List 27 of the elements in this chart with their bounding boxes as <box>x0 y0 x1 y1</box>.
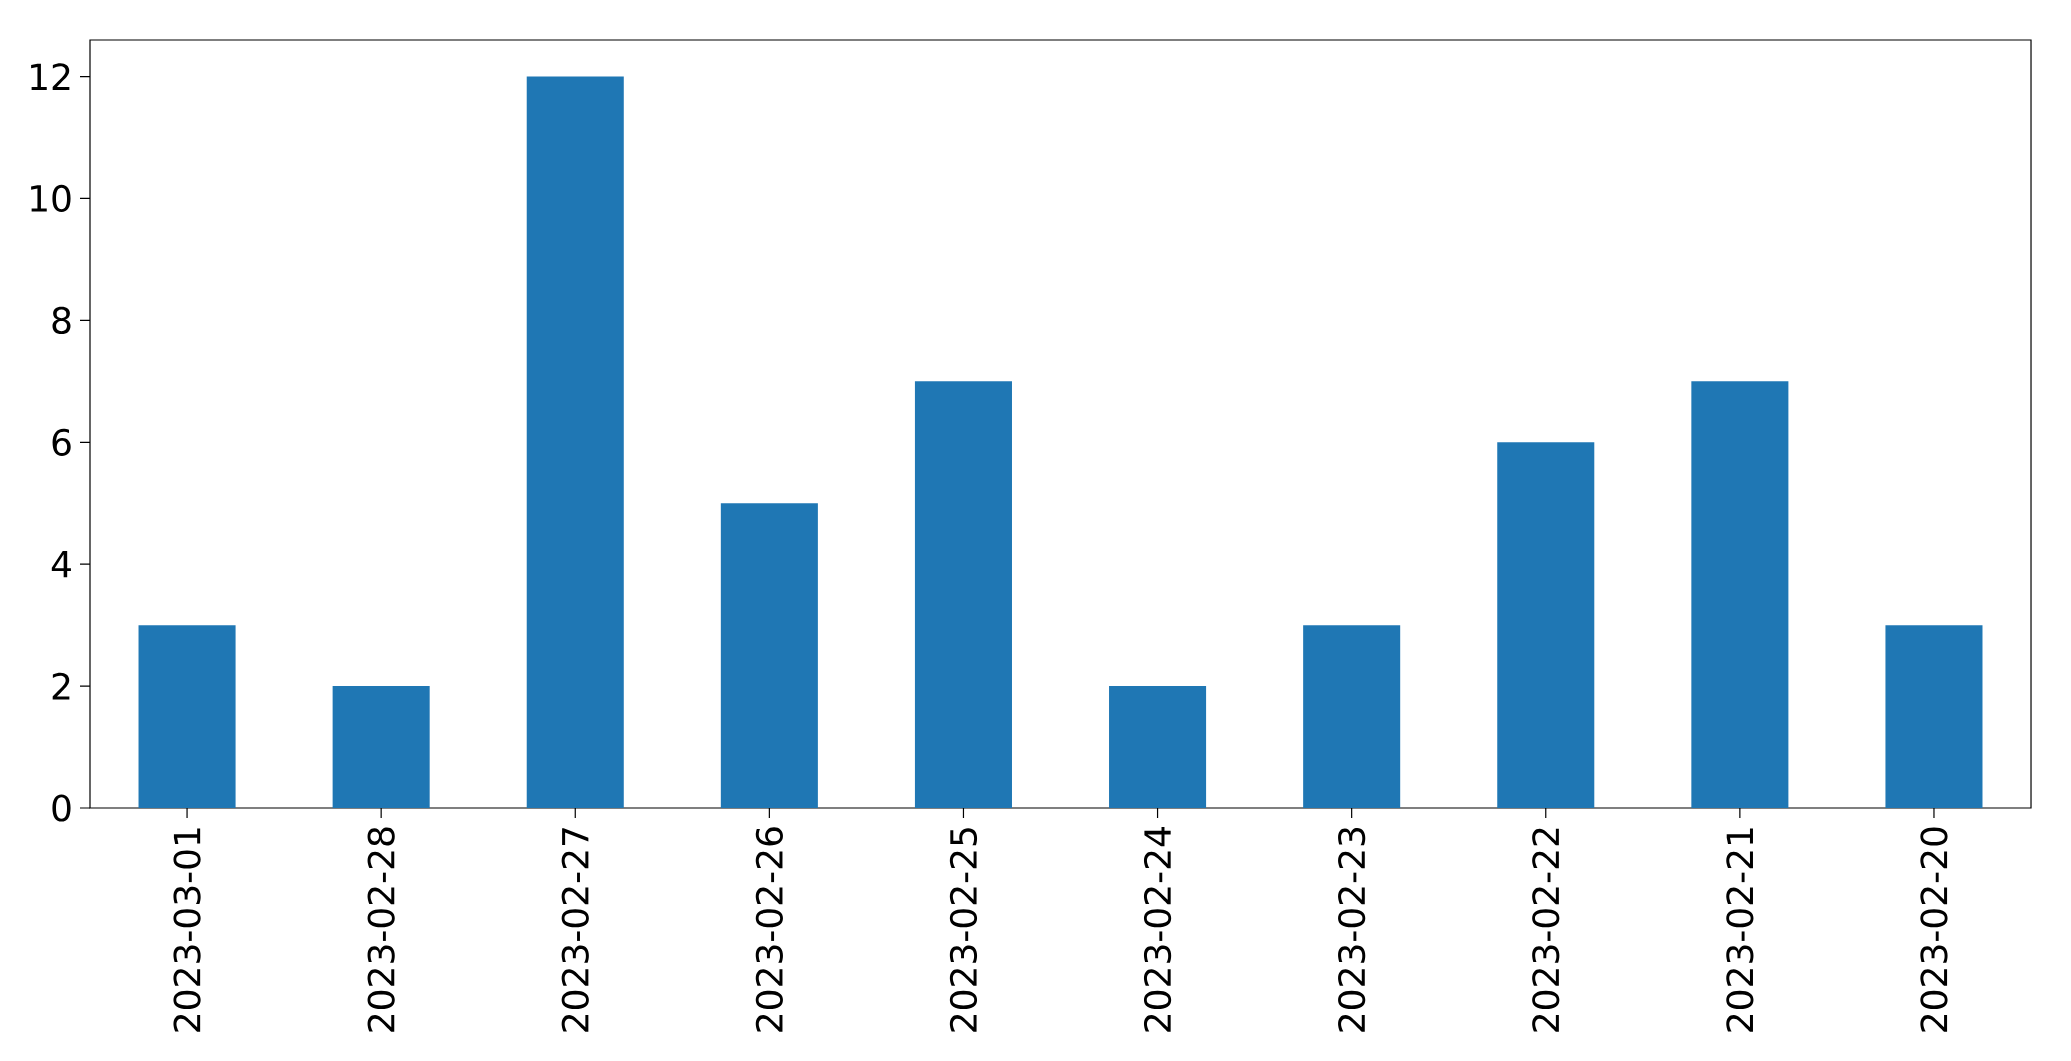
bar <box>138 625 236 808</box>
y-tick-label: 10 <box>31 184 71 213</box>
bar <box>1109 686 1207 808</box>
bar <box>1885 625 1983 808</box>
y-tick-label: 12 <box>31 63 70 90</box>
bar <box>914 381 1012 808</box>
bar <box>1303 625 1401 808</box>
x-tick-label: 2023-02-28 <box>367 827 395 1032</box>
bar <box>720 503 818 808</box>
y-tick-label: 2 <box>52 672 70 700</box>
bar <box>526 76 624 808</box>
x-tick-label: 2023-02-26 <box>755 827 783 1032</box>
bar <box>332 686 430 808</box>
x-tick-label: 2023-02-20 <box>1920 827 1948 1032</box>
bar <box>1497 442 1595 808</box>
bar <box>1691 381 1789 808</box>
x-tick-label: 2023-03-01 <box>173 828 201 1032</box>
x-tick-label: 2023-02-24 <box>1143 827 1172 1032</box>
x-tick-label: 2023-02-22 <box>1532 828 1560 1032</box>
x-tick-label: 2023-02-23 <box>1338 827 1366 1032</box>
x-tick-label: 2023-02-25 <box>949 828 978 1032</box>
y-tick-label: 0 <box>52 794 71 822</box>
y-tick-label: 4 <box>51 551 71 578</box>
y-tick-label: 6 <box>52 428 71 456</box>
x-tick-label: 2023-02-27 <box>561 828 589 1032</box>
x-tick-label: 2023-02-21 <box>1726 828 1754 1032</box>
y-tick-label: 8 <box>52 306 71 334</box>
